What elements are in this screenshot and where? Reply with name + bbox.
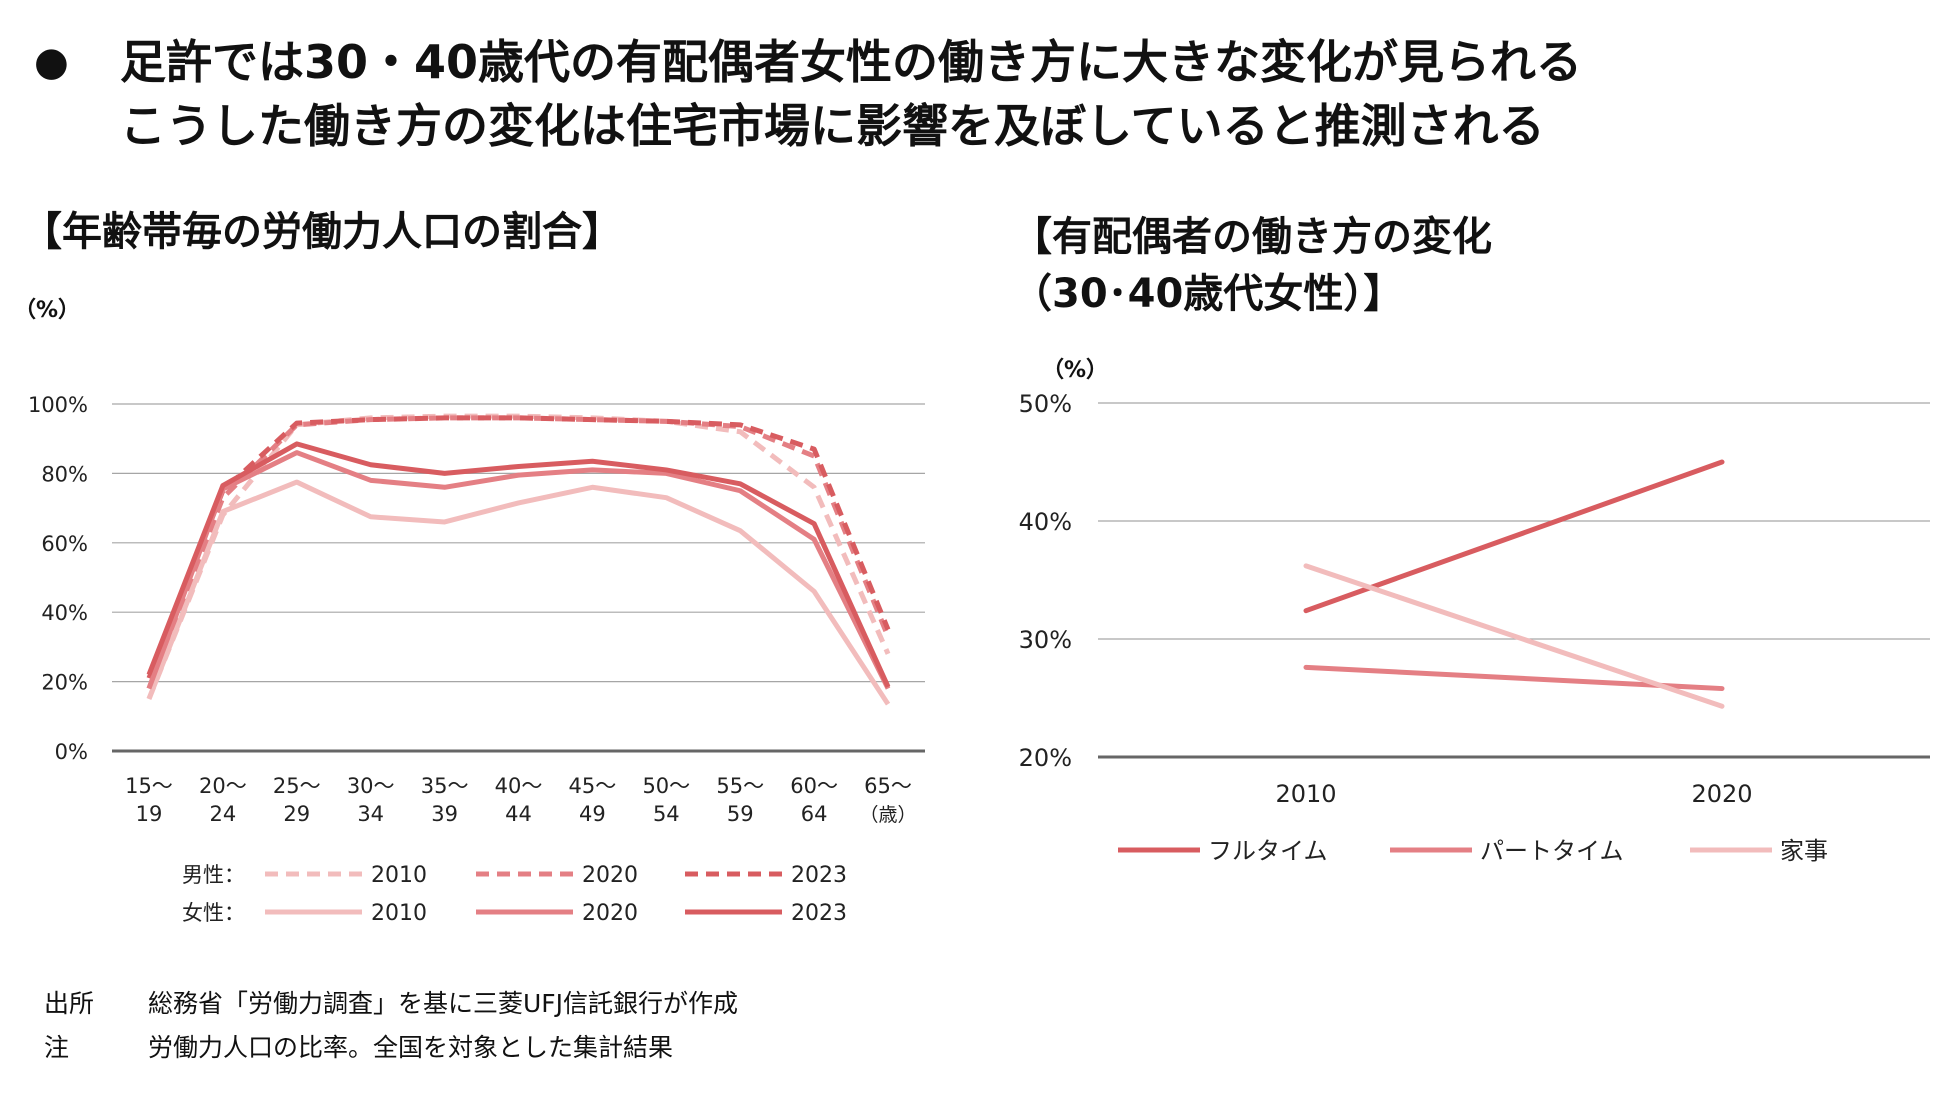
male-2020-line: [146, 415, 891, 690]
x-tick-label: 59: [727, 802, 754, 826]
x-tick-label: 34: [357, 802, 384, 826]
y-tick-label: 100%: [28, 393, 88, 417]
x-tick-label: 35～: [421, 774, 469, 798]
note-row: 注 労働力人口の比率。全国を対象とした集計結果: [44, 1026, 738, 1070]
source-notes: 出所 総務省「労働力調査」を基に三菱UFJ信託銀行が作成 注 労働力人口の比率。全国…: [44, 982, 738, 1070]
headline-line-1: 足許では30・40歳代の有配偶者女性の働き方に大きな変化が見られる: [120, 35, 1583, 89]
x-tick-label: 29: [283, 802, 310, 826]
left-chart-unit: （%）: [14, 298, 81, 323]
left-chart-title: 【年齢帯毎の労働力人口の割合】: [22, 209, 622, 255]
right-chart-unit: （%）: [1042, 358, 1109, 383]
x-tick-label: 50～: [642, 774, 690, 798]
age-unit-label: （歳）: [860, 804, 917, 826]
legend-label: 2020: [582, 901, 638, 926]
x-tick-label: 20～: [199, 774, 247, 798]
bullet-icon: ●: [34, 39, 69, 85]
legend-label: 2010: [371, 863, 427, 888]
legend-label: 2023: [791, 901, 847, 926]
y-tick-label: 80%: [41, 462, 88, 486]
x-tick-label: 2020: [1691, 780, 1752, 808]
x-tick-label: 40～: [495, 774, 543, 798]
legend-group-female: 女性：: [182, 901, 245, 925]
right-chart-title-line-2: （30･40歳代女性）】: [1012, 271, 1404, 317]
right-chart-title-line-1: 【有配偶者の働き方の変化: [1012, 214, 1492, 260]
female-2010-line: [146, 479, 891, 706]
x-tick-label: 60～: [790, 774, 838, 798]
headline-text: 足許では30・40歳代の有配偶者女性の働き方に大きな変化が見られる こうした働き…: [120, 30, 1582, 158]
female-2020-line: [146, 450, 891, 690]
female-2023-line: [146, 441, 891, 688]
legend-label: パートタイム: [1480, 837, 1624, 865]
x-tick-label: 2010: [1275, 780, 1336, 808]
フルタイム-line: [1303, 459, 1725, 614]
y-tick-label: 50%: [1019, 390, 1072, 418]
source-text: 総務省「労働力調査」を基に三菱UFJ信託銀行が作成: [148, 989, 739, 1018]
y-tick-label: 0%: [55, 740, 88, 764]
x-tick-label: 65～: [864, 774, 912, 798]
x-tick-label: 49: [579, 802, 606, 826]
source-label: 出所: [44, 989, 95, 1018]
headline-line-2: こうした働き方の変化は住宅市場に影響を及ぼしていると推測される: [120, 99, 1545, 153]
x-tick-label: 55～: [716, 774, 764, 798]
source-row: 出所 総務省「労働力調査」を基に三菱UFJ信託銀行が作成: [44, 982, 738, 1026]
x-tick-label: 64: [801, 802, 828, 826]
y-tick-label: 60%: [41, 532, 88, 556]
x-tick-label: 39: [431, 802, 458, 826]
legend-label: 2023: [791, 863, 847, 888]
note-text: 労働力人口の比率。全国を対象とした集計結果: [148, 1033, 674, 1062]
家事-line: [1303, 563, 1725, 709]
y-tick-label: 40%: [41, 601, 88, 625]
x-tick-label: 24: [209, 802, 236, 826]
y-tick-label: 20%: [41, 671, 88, 695]
legend-group-male: 男性：: [182, 863, 245, 887]
work-style-chart: 20% 30% 40% 50% 2010 2020 フルタイム パートタイム 家事: [1019, 390, 1930, 865]
labor-force-chart: 0% 20% 40% 60% 80% 100% 15～ 19 20～ 24 25～ 29 30～ 34 35…: [28, 393, 925, 926]
legend-label: 家事: [1780, 837, 1828, 865]
y-tick-label: 40%: [1019, 508, 1072, 536]
legend-label: 2020: [582, 863, 638, 888]
x-tick-label: 54: [653, 802, 680, 826]
legend-label: 2010: [371, 901, 427, 926]
x-tick-label: 44: [505, 802, 532, 826]
x-tick-label: 25～: [273, 774, 321, 798]
x-tick-label: 45～: [569, 774, 617, 798]
y-tick-label: 20%: [1019, 744, 1072, 772]
note-label: 注: [44, 1033, 70, 1062]
legend-label: フルタイム: [1208, 837, 1328, 865]
y-tick-label: 30%: [1019, 626, 1072, 654]
x-tick-label: 19: [136, 802, 163, 826]
x-tick-label: 30～: [347, 774, 395, 798]
x-tick-label: 15～: [125, 774, 173, 798]
